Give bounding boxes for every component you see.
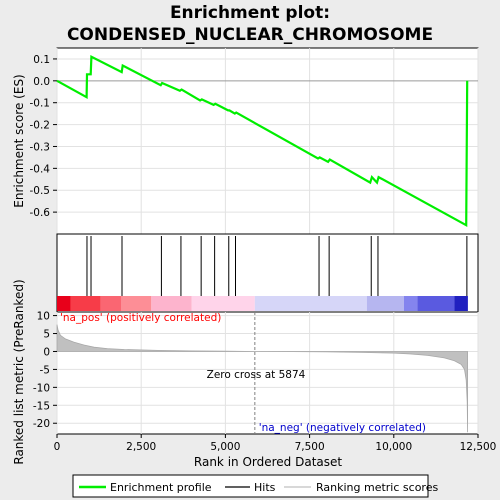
es-y-tick-label: -0.4 bbox=[30, 163, 51, 175]
metric-y-tick-label: 5 bbox=[43, 329, 50, 341]
es-y-tick-label: -0.6 bbox=[30, 207, 51, 219]
x-tick-label: 2,500 bbox=[126, 441, 156, 453]
metric-y-tick-label: 10 bbox=[37, 311, 50, 323]
neg-correlated-label: 'na_neg' (negatively correlated) bbox=[259, 422, 426, 434]
metric-y-tick-label: -15 bbox=[33, 400, 50, 412]
x-tick-label: 12,500 bbox=[460, 441, 497, 453]
metric-y-ticks: 10 5 0 -5 -10 -15 -20 bbox=[33, 311, 57, 430]
metric-y-tick-label: -20 bbox=[33, 418, 50, 430]
es-panel bbox=[56, 47, 479, 235]
title-line-1: Enrichment plot: bbox=[170, 3, 330, 23]
x-ticks: 0 2,500 5,000 7,500 10,000 12,500 bbox=[54, 434, 497, 453]
metric-y-tick-label: 0 bbox=[43, 346, 50, 358]
es-y-tick-label: 0.1 bbox=[33, 54, 50, 66]
heat-bar-segment bbox=[120, 296, 152, 311]
es-grid bbox=[56, 48, 479, 234]
x-tick-label: 10,000 bbox=[375, 441, 412, 453]
hits-marks bbox=[86, 236, 468, 296]
x-tick-label: 5,000 bbox=[210, 441, 240, 453]
es-y-tick-label: -0.5 bbox=[30, 185, 51, 197]
es-y-tick-label: -0.2 bbox=[30, 120, 51, 132]
legend-hits-label: Hits bbox=[254, 481, 276, 494]
es-y-tick-label: 0.0 bbox=[33, 76, 50, 88]
heat-bar-segment bbox=[366, 296, 404, 311]
heat-bar-segment bbox=[70, 296, 101, 311]
metric-y-tick-label: -10 bbox=[33, 382, 50, 394]
heat-bar-segment bbox=[403, 296, 418, 311]
metric-y-tick-label: -5 bbox=[40, 364, 50, 376]
x-axis-label: Rank in Ordered Dataset bbox=[194, 455, 342, 469]
heat-bar-segment bbox=[57, 296, 71, 311]
legend-enrichment-label: Enrichment profile bbox=[110, 481, 212, 494]
heat-bar-segment bbox=[151, 296, 192, 311]
legend-metric-label: Ranking metric scores bbox=[316, 481, 438, 494]
heat-bar-segment bbox=[254, 296, 367, 311]
es-y-tick-label: -0.1 bbox=[30, 98, 51, 110]
ranking-heat-bar bbox=[57, 296, 468, 311]
pos-correlated-label: 'na_pos' (positively correlated) bbox=[60, 312, 221, 324]
es-y-axis-label: Enrichment score (ES) bbox=[12, 74, 26, 207]
title-line-2: CONDENSED_NUCLEAR_CHROMOSOME bbox=[67, 25, 433, 45]
ranking-metric-area bbox=[56, 324, 468, 433]
metric-y-axis-label: Ranked list metric (PreRanked) bbox=[12, 279, 26, 464]
es-y-ticks: 0.1 0.0 -0.1 -0.2 -0.3 -0.4 -0.5 -0.6 bbox=[30, 54, 57, 219]
enrichment-profile-line bbox=[56, 55, 469, 228]
zero-cross-label: Zero cross at 5874 bbox=[207, 369, 306, 381]
x-tick-label: 7,500 bbox=[295, 441, 325, 453]
heat-bar-segment bbox=[417, 296, 455, 311]
heat-bar-segment bbox=[100, 296, 121, 311]
es-y-tick-label: -0.3 bbox=[30, 141, 51, 153]
legend bbox=[72, 474, 429, 498]
heat-bar-segment bbox=[454, 296, 468, 311]
heat-bar-segment bbox=[191, 296, 255, 311]
x-tick-label: 0 bbox=[54, 441, 61, 453]
